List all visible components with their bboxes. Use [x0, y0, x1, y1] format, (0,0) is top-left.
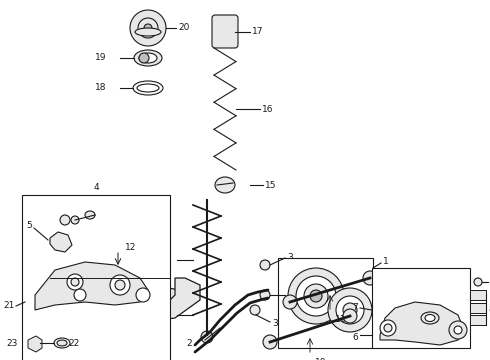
Circle shape — [110, 275, 130, 295]
Circle shape — [71, 278, 79, 286]
Text: 18: 18 — [95, 84, 106, 93]
Text: 16: 16 — [262, 104, 273, 113]
Circle shape — [115, 280, 125, 290]
Polygon shape — [25, 268, 200, 325]
Polygon shape — [28, 336, 42, 352]
Text: 12: 12 — [125, 243, 136, 252]
FancyBboxPatch shape — [212, 15, 238, 48]
Circle shape — [71, 216, 79, 224]
Ellipse shape — [134, 50, 162, 66]
Circle shape — [343, 309, 357, 323]
Circle shape — [130, 10, 166, 46]
Circle shape — [139, 53, 149, 63]
Circle shape — [263, 335, 277, 349]
Text: 3: 3 — [272, 319, 278, 328]
Ellipse shape — [139, 53, 157, 63]
Bar — [470, 303, 486, 313]
Circle shape — [136, 288, 150, 302]
Text: 19: 19 — [95, 54, 106, 63]
Ellipse shape — [135, 28, 161, 36]
Text: 15: 15 — [265, 180, 276, 189]
Circle shape — [363, 271, 377, 285]
Text: 6: 6 — [352, 333, 358, 342]
Circle shape — [74, 289, 86, 301]
Text: 21: 21 — [3, 302, 15, 310]
Ellipse shape — [57, 340, 67, 346]
Text: 4: 4 — [93, 184, 99, 193]
Text: 23: 23 — [7, 339, 18, 348]
Circle shape — [288, 268, 344, 324]
Text: 20: 20 — [178, 23, 189, 32]
Circle shape — [283, 295, 297, 309]
Text: 7: 7 — [352, 302, 358, 311]
Bar — [278, 258, 373, 348]
Ellipse shape — [133, 81, 163, 95]
Text: 14: 14 — [154, 256, 165, 265]
Circle shape — [343, 303, 357, 317]
Circle shape — [260, 260, 270, 270]
Circle shape — [328, 288, 372, 332]
Circle shape — [304, 284, 328, 308]
Text: 5: 5 — [26, 221, 32, 230]
Text: 11: 11 — [335, 315, 346, 324]
Circle shape — [260, 290, 270, 300]
Ellipse shape — [421, 312, 439, 324]
Polygon shape — [35, 262, 148, 310]
Text: 2: 2 — [186, 338, 192, 347]
Circle shape — [474, 278, 482, 286]
Circle shape — [310, 290, 322, 302]
Circle shape — [380, 320, 396, 336]
Circle shape — [384, 324, 392, 332]
Bar — [372, 268, 470, 348]
Ellipse shape — [137, 84, 159, 92]
Polygon shape — [380, 302, 464, 345]
Bar — [470, 315, 486, 325]
Circle shape — [454, 326, 462, 334]
Circle shape — [67, 274, 83, 290]
Circle shape — [60, 215, 70, 225]
Ellipse shape — [85, 211, 95, 219]
Circle shape — [296, 276, 336, 316]
Ellipse shape — [425, 315, 435, 321]
Text: 22: 22 — [68, 338, 79, 347]
Text: 3: 3 — [287, 291, 293, 300]
Text: 3: 3 — [287, 252, 293, 261]
Bar — [22, 195, 170, 360]
Text: 1: 1 — [383, 257, 389, 266]
Bar — [470, 290, 486, 300]
Circle shape — [336, 296, 364, 324]
Circle shape — [144, 24, 152, 32]
Text: 10: 10 — [315, 358, 326, 360]
Text: 13: 13 — [153, 310, 165, 320]
Ellipse shape — [54, 338, 70, 348]
Polygon shape — [120, 218, 160, 270]
Ellipse shape — [215, 177, 235, 193]
Circle shape — [138, 18, 158, 38]
Text: 17: 17 — [252, 27, 264, 36]
Polygon shape — [25, 218, 170, 270]
Text: 8: 8 — [488, 306, 490, 315]
Polygon shape — [30, 268, 185, 318]
Circle shape — [250, 305, 260, 315]
Circle shape — [449, 321, 467, 339]
Polygon shape — [50, 232, 72, 252]
Circle shape — [201, 331, 213, 343]
